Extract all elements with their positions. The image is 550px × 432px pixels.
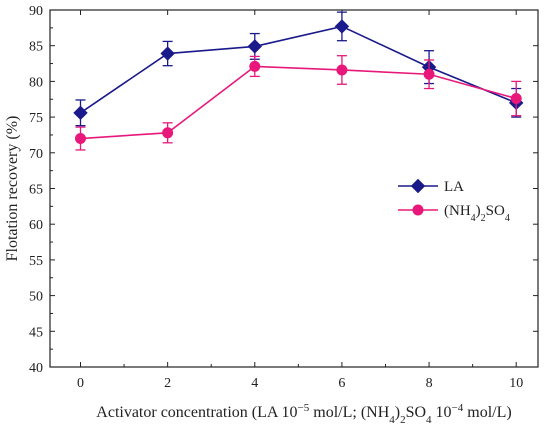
x-tick-label: 6 (338, 376, 345, 391)
text-part: −4 (452, 402, 464, 414)
text-part: ) (395, 404, 400, 421)
y-tick-label: 90 (29, 4, 43, 19)
x-tick-label: 4 (251, 376, 258, 391)
plot-frame (49, 9, 539, 368)
y-tick-label: 70 (29, 147, 43, 162)
text-part: (NH (444, 203, 471, 219)
text-part: mol/L; (NH (309, 404, 389, 421)
text-part: Activator concentration (LA 10 (96, 404, 297, 421)
text-part: 4 (505, 213, 510, 224)
y-tick-label: 80 (29, 75, 43, 90)
data-point (247, 39, 262, 54)
text-part: 4 (426, 414, 432, 426)
data-point (75, 133, 86, 145)
x-tick-label: 2 (164, 376, 171, 391)
text-part: 10 (432, 404, 452, 421)
series-line-0 (80, 25, 517, 114)
series-line-1 (80, 65, 517, 140)
y-tick-label: 50 (29, 290, 43, 305)
text-part: SO (406, 404, 426, 421)
y-axis-label: Flotation recovery (%) (4, 116, 21, 262)
x-tick-label: 10 (509, 376, 523, 391)
text-part: 2 (481, 213, 486, 224)
data-point (249, 60, 261, 72)
x-tick-label: 8 (426, 376, 433, 391)
data-point (162, 127, 174, 139)
y-tick-label: 75 (29, 111, 43, 126)
data-point (423, 68, 435, 80)
data-point (73, 105, 88, 121)
text-part: 2 (400, 414, 406, 426)
x-axis-label: Activator concentration (LA 10−5 mol/L; … (96, 402, 511, 426)
legend-label: LA (444, 179, 464, 195)
legend-marker (410, 178, 426, 194)
text-part: −5 (298, 402, 310, 414)
text-part: 4 (389, 414, 395, 426)
y-tick-label: 40 (29, 361, 43, 376)
y-tick-label: 55 (29, 254, 43, 269)
y-tick-label: 45 (29, 325, 43, 340)
y-tick-label: 85 (29, 40, 43, 55)
legend-marker (412, 204, 424, 216)
data-point (160, 46, 175, 61)
text-part: mol/L) (463, 404, 511, 421)
data-point (510, 93, 522, 105)
text-part: 4 (471, 213, 476, 224)
text-part: ) (476, 203, 481, 219)
text-part: LA (444, 179, 464, 195)
y-tick-label: 65 (29, 183, 43, 198)
data-point (336, 64, 348, 76)
data-point (334, 19, 350, 34)
text-part: SO (486, 203, 505, 219)
y-tick-label: 60 (29, 218, 43, 233)
legend-label: (NH4)2SO4 (444, 203, 510, 224)
x-tick-label: 0 (77, 376, 84, 391)
